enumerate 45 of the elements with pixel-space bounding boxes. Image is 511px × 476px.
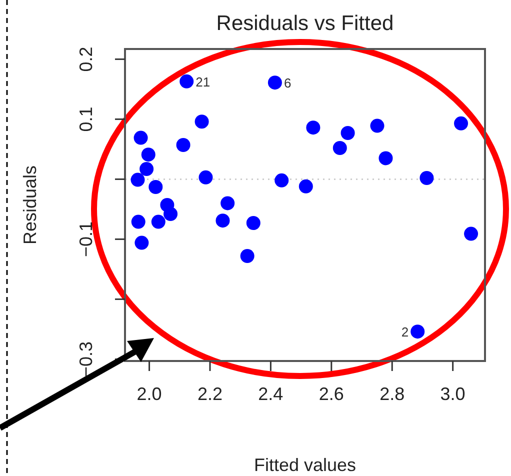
point bbox=[464, 226, 478, 241]
point bbox=[246, 216, 260, 230]
point bbox=[131, 214, 146, 229]
point bbox=[410, 324, 425, 339]
chart-title: Residuals vs Fitted bbox=[216, 12, 394, 35]
point bbox=[220, 196, 235, 210]
point bbox=[340, 126, 355, 140]
point bbox=[180, 74, 194, 88]
point bbox=[216, 214, 230, 228]
point bbox=[140, 162, 154, 176]
annotation: 2 bbox=[401, 324, 409, 340]
point bbox=[240, 249, 254, 263]
point bbox=[332, 141, 347, 155]
point bbox=[134, 236, 149, 250]
x-tick-label: 2.8 bbox=[380, 384, 405, 404]
y-tick-label: 0.2 bbox=[76, 46, 96, 72]
point bbox=[298, 179, 313, 194]
x-axis-title: Fitted values bbox=[254, 455, 356, 475]
x-tick-label: 2.0 bbox=[136, 384, 162, 404]
annotation: 6 bbox=[284, 76, 292, 91]
x-tick-label: 2.4 bbox=[258, 384, 284, 404]
x-tick-label: 3.0 bbox=[440, 384, 466, 404]
point bbox=[148, 180, 163, 194]
x-tick-label: 2.6 bbox=[318, 384, 344, 404]
point bbox=[370, 118, 384, 133]
point bbox=[306, 120, 320, 135]
x-tick-label: 2.2 bbox=[197, 384, 223, 404]
point bbox=[454, 116, 468, 130]
annotation: 21 bbox=[196, 74, 210, 90]
point bbox=[134, 130, 148, 145]
y-tick-label: 0.1 bbox=[76, 106, 96, 132]
y-tick-label: −0.3 bbox=[76, 341, 96, 377]
y-tick-label: −0.1 bbox=[76, 221, 96, 257]
point bbox=[194, 114, 209, 129]
y-axis-title: Residuals bbox=[20, 165, 40, 245]
point bbox=[268, 76, 282, 90]
point bbox=[141, 148, 156, 162]
point bbox=[198, 170, 213, 184]
point bbox=[420, 171, 434, 185]
point bbox=[274, 173, 289, 188]
point bbox=[378, 151, 393, 166]
point bbox=[164, 207, 178, 221]
point bbox=[176, 138, 190, 152]
point bbox=[151, 214, 166, 229]
point bbox=[130, 172, 145, 187]
